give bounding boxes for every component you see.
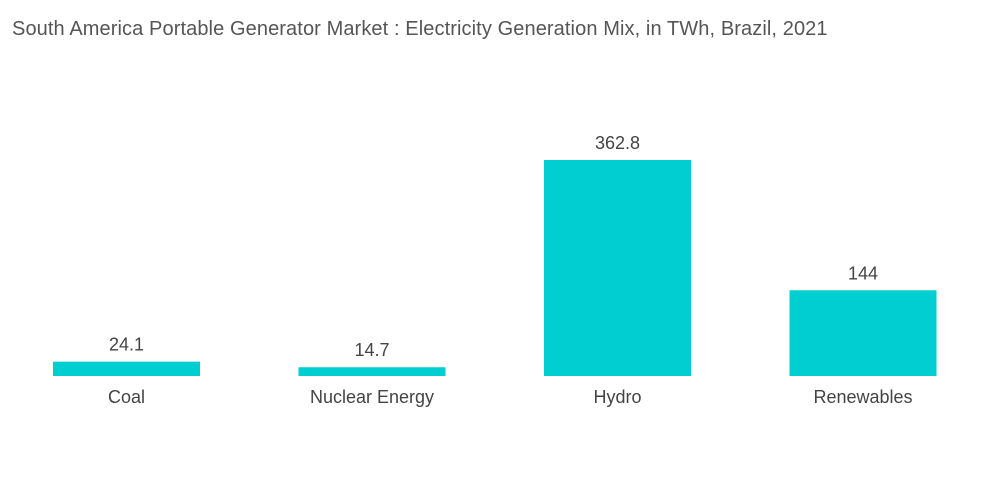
category-label-hydro: Hydro [593, 387, 641, 407]
category-label-renewables: Renewables [813, 387, 912, 407]
chart-title: South America Portable Generator Market … [12, 18, 828, 40]
bar-coal [53, 361, 200, 376]
value-label-nuclear-energy: 14.7 [354, 340, 389, 360]
category-label-nuclear-energy: Nuclear Energy [310, 387, 434, 407]
bar-hydro [544, 160, 691, 376]
bars-layer: 24.1 Coal 14.7 Nuclear Energy 362.8 Hydro 144 R… [53, 133, 937, 407]
value-label-hydro: 362.8 [595, 133, 640, 153]
bar-nuclear-energy [298, 367, 446, 376]
value-label-renewables: 144 [848, 263, 878, 283]
category-label-coal: Coal [108, 387, 145, 407]
bar-renewables [789, 290, 937, 376]
value-label-coal: 24.1 [109, 335, 144, 355]
